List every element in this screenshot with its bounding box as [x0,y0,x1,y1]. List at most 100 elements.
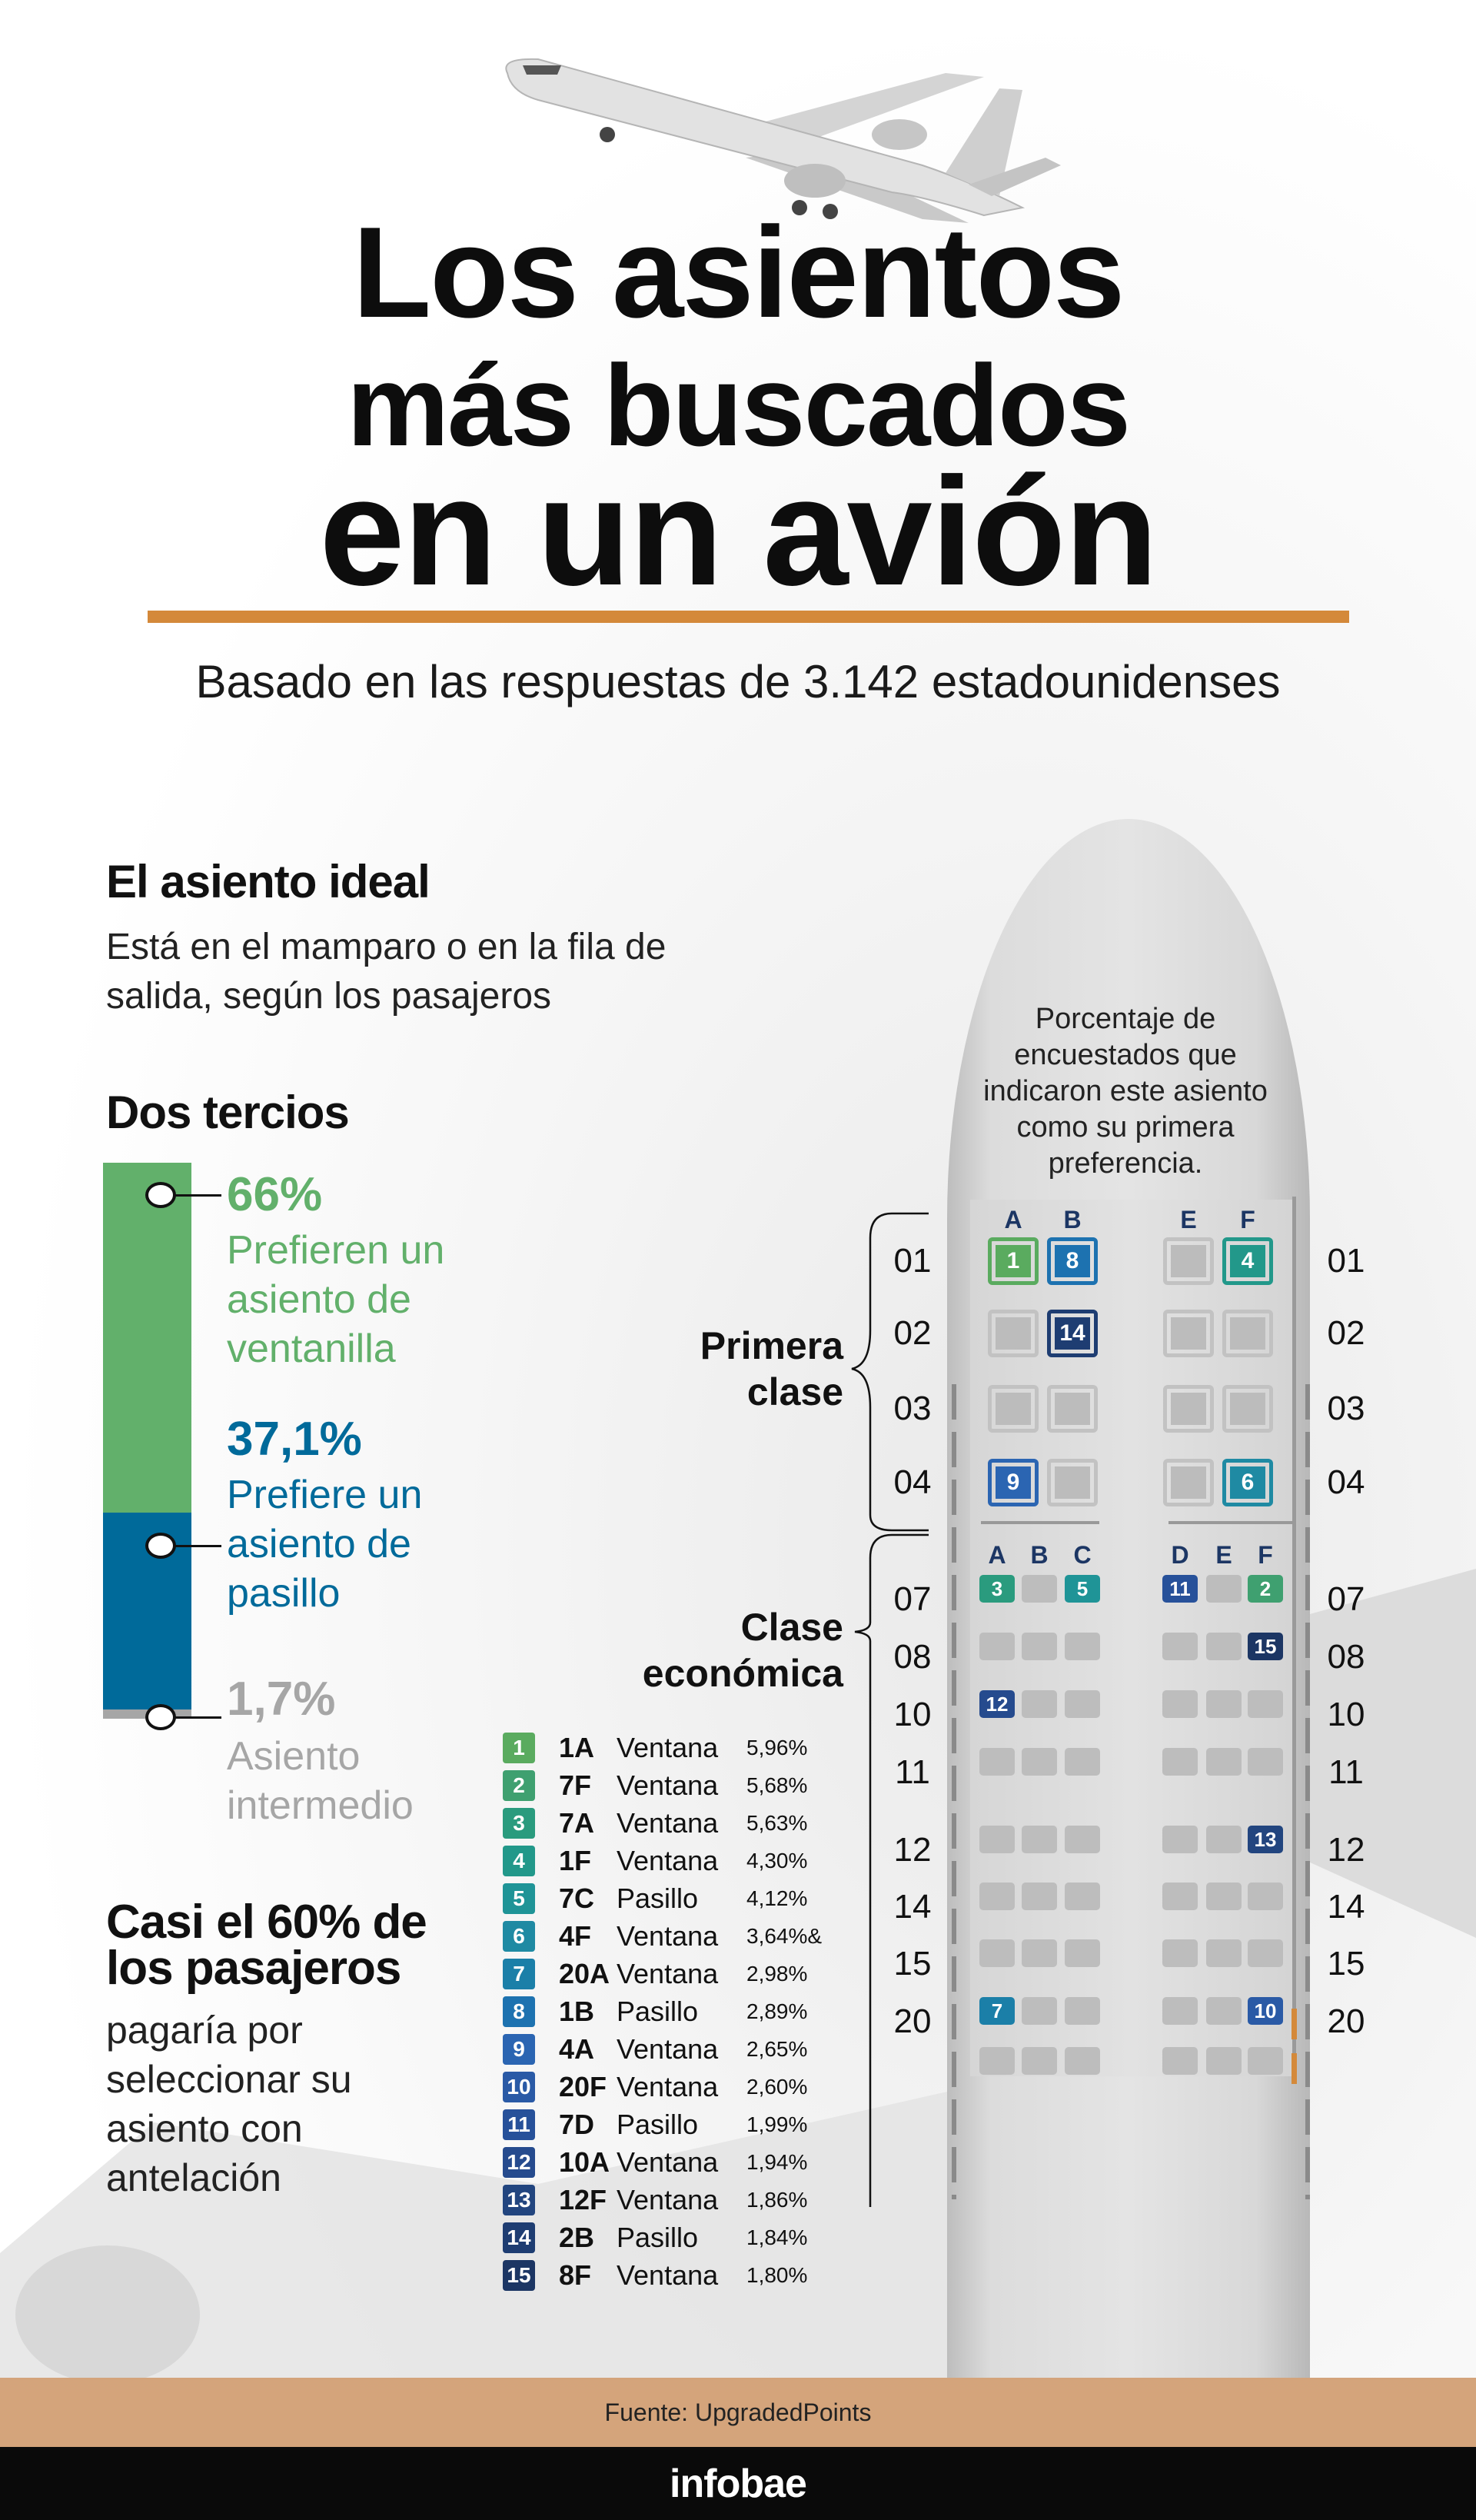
row-label: 03 [1327,1390,1365,1427]
column-label: F [1240,1206,1255,1233]
rank-badge: 13 [503,2185,535,2215]
label-line: económica [642,1652,843,1695]
seat-type: Ventana [617,2033,719,2065]
marker-dot [145,1704,176,1730]
seat: 8 [1047,1237,1098,1285]
middle-desc: Asiento intermedio [227,1732,414,1830]
desc-line: intermedio [227,1783,414,1828]
seat [1065,1690,1100,1718]
seat [1162,2047,1198,2075]
rank-badge: 14 [503,2222,535,2253]
seat [1065,1748,1100,1776]
list-item: 7 20A Ventana 2,98% [503,1957,826,1991]
rank-badge: 7 [503,1959,535,1989]
seat-type: Pasillo [617,2109,699,2140]
seat [979,1883,1015,1910]
advance-heading: Casi el 60% de los pasajeros [106,1899,427,1992]
window-pct: 66% [227,1168,323,1221]
seat-code: 4F [559,1920,592,1952]
seat-fill [1171,1317,1206,1350]
seat-type: Pasillo [617,1996,699,2027]
seat [979,1939,1015,1967]
seat: 2 [1248,1575,1283,1603]
rank-badge: 1 [503,1733,535,1763]
seat-fill: 8 [1055,1245,1090,1277]
rank-badge: 2 [503,1770,535,1801]
seat-code: 7A [559,1807,595,1839]
desc-line: Asiento [227,1734,361,1779]
subtitle: Basado en las respuestas de 3.142 estado… [195,656,1281,707]
rank-badge: 10 [503,2072,535,2102]
preferences-heading: Dos tercios [106,1087,350,1138]
row-label: 07 [1327,1580,1365,1618]
seat-fill [1171,1393,1206,1425]
list-item: 11 7D Pasillo 1,99% [503,2108,826,2142]
marker-dot [145,1182,176,1208]
seat-fill [1230,1393,1265,1425]
aisle-desc: Prefiere un asiento de pasillo [227,1470,422,1618]
seat-fill [1171,1466,1206,1499]
seat [1047,1385,1098,1433]
seat-fill [996,1317,1031,1350]
row-label: 10 [893,1696,932,1733]
list-item: 3 7A Ventana 5,63% [503,1806,826,1840]
seat-pct: 4,30% [746,1849,808,1873]
list-item: 9 4A Ventana 2,65% [503,2032,826,2066]
seat-fill [1171,1245,1206,1277]
list-item: 13 12F Ventana 1,86% [503,2183,826,2217]
seat-fill: 1 [996,1245,1031,1277]
list-item: 6 4F Ventana 3,64%& [503,1919,826,1953]
seat [1248,1748,1283,1776]
seat-fill [1230,1317,1265,1350]
first-class-label: Primera clase [700,1323,843,1415]
seat [1162,1939,1198,1967]
seat [1206,1997,1242,2025]
seat-fill: 6 [1230,1466,1265,1499]
seat: 1 [988,1237,1039,1285]
title-line-2: más buscados [346,341,1131,470]
seat [1065,1633,1100,1660]
seat-pct: 1,94% [746,2150,808,2174]
seat-code: 12F [559,2184,607,2215]
seat-fill: 9 [996,1466,1031,1499]
row-label: 07 [893,1580,932,1618]
seat: 12 [979,1690,1015,1718]
list-item: 4 1F Ventana 4,30% [503,1844,826,1878]
column-label: C [1073,1541,1092,1569]
seat-pct: 5,63% [746,1811,808,1835]
row-label: 08 [1327,1638,1365,1676]
seat [1248,1690,1283,1718]
seat [1065,1997,1100,2025]
seat [979,1633,1015,1660]
seat [1162,1748,1198,1776]
ideal-text: Está en el mamparo o en la fila de salid… [106,923,666,1021]
rank-badge: 11 [503,2109,535,2140]
seat [1022,1633,1057,1660]
title-divider [148,611,1349,623]
seat-pct: 1,84% [746,2225,808,2249]
row-label: 02 [1327,1314,1365,1352]
seat [1022,1997,1057,2025]
seat [979,1826,1015,1853]
economy-class-label: Clase económica [643,1604,843,1696]
list-item: 12 10A Ventana 1,94% [503,2145,826,2179]
connector-line [175,1716,221,1719]
seat [979,1748,1015,1776]
row-label: 11 [895,1753,930,1791]
seat-code: 7D [559,2109,595,2140]
rank-badge: 15 [503,2260,535,2291]
seat-fill [1055,1393,1090,1425]
right-windows [1305,1384,1310,2199]
seat: 5 [1065,1575,1100,1603]
seat-pct: 5,68% [746,1773,808,1797]
seat-type: Ventana [617,1732,719,1763]
seat [988,1310,1039,1357]
exit-marker [1292,2053,1297,2084]
marker-dot [145,1533,176,1559]
connector-line [175,1545,221,1547]
seat [1163,1459,1214,1506]
seat-type: Ventana [617,2146,719,2178]
label-line: clase [746,1370,843,1413]
row-label: 15 [893,1945,932,1982]
seat [1162,1883,1198,1910]
